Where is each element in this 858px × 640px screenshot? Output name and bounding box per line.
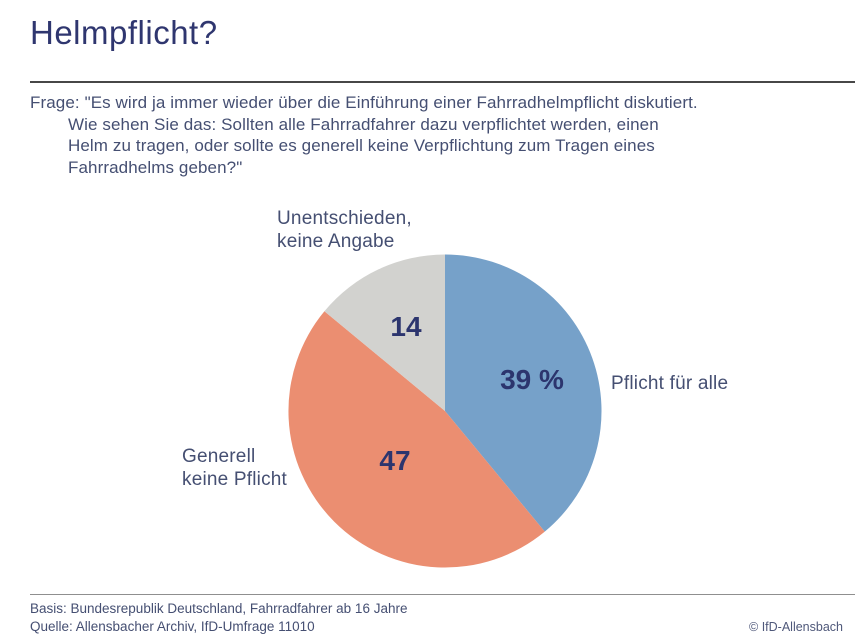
basis-note: Basis: Bundesrepublik Deutschland, Fahrr… — [30, 601, 408, 616]
copyright-note: © IfD-Allensbach — [749, 620, 843, 634]
slice-label-line: keine Angabe — [277, 231, 395, 252]
slice-label-line: keine Pflicht — [182, 469, 288, 490]
pie-slice-1 — [288, 311, 545, 568]
footer-notes: Basis: Bundesrepublik Deutschland, Fahrr… — [30, 600, 407, 635]
slice-label-unentschieden: Unentschieden, keine Angabe — [277, 207, 412, 253]
question-line: Wie sehen Sie das: Sollten alle Fahrradf… — [68, 114, 659, 134]
bottom-divider — [30, 594, 855, 595]
question-label: Frage: — [30, 93, 80, 112]
question-line: Frage: "Es wird ja immer wieder über die… — [30, 92, 698, 114]
page-title: Helmpflicht? — [30, 14, 218, 51]
question-line: Helm zu tragen, oder sollte es generell … — [68, 136, 655, 155]
pie-chart — [288, 254, 602, 568]
pie-slice-2 — [324, 254, 445, 411]
slice-label-line: Unentschieden, — [277, 208, 412, 229]
slice-label-pflicht-fuer-alle: Pflicht für alle — [611, 372, 728, 395]
pie-value-label-2: 14 — [390, 311, 422, 342]
slice-label-line: Generell — [182, 446, 256, 467]
slice-label-line: Pflicht für alle — [611, 373, 729, 394]
pie-slice-0 — [445, 254, 602, 532]
quelle-note: Quelle: Allensbacher Archiv, IfD-Umfrage… — [30, 618, 315, 634]
survey-question: Frage: "Es wird ja immer wieder über die… — [30, 92, 698, 178]
top-divider — [30, 81, 855, 83]
slice-label-generell-keine-pflicht: Generell keine Pflicht — [182, 445, 287, 491]
question-text: "Es wird ja immer wieder über die Einfüh… — [84, 93, 698, 112]
question-line: Fahrradhelms geben?" — [68, 157, 243, 177]
pie-value-label-0: 39 % — [500, 364, 564, 395]
pie-value-label-1: 47 — [379, 445, 411, 476]
